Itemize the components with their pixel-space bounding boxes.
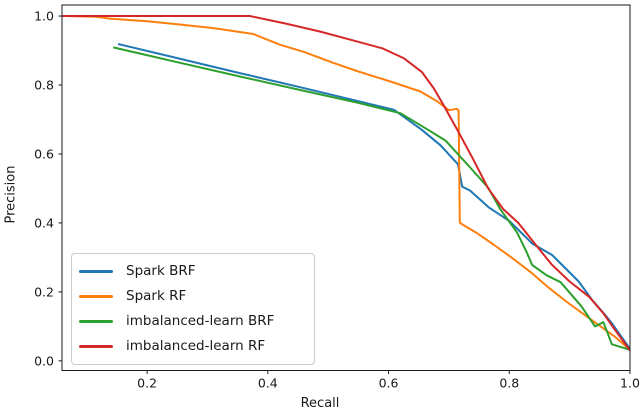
legend-label-imbalanced-learn-brf: imbalanced-learn BRF: [126, 312, 275, 329]
legend-item-spark-brf: Spark BRF: [79, 259, 306, 284]
y-tick-label: 1.0: [34, 9, 54, 24]
legend: Spark BRF Spark RF imbalanced-learn BRF …: [71, 253, 315, 365]
legend-line-spark-rf: [79, 295, 113, 298]
x-axis-label: Recall: [300, 396, 340, 411]
legend-line-imbalanced-learn-brf: [79, 320, 113, 323]
legend-item-imbalanced-learn-rf: imbalanced-learn RF: [79, 334, 306, 359]
axes-spines: [61, 4, 631, 371]
legend-label-imbalanced-learn-rf: imbalanced-learn RF: [126, 337, 266, 354]
legend-label-spark-brf: Spark BRF: [126, 262, 196, 279]
x-tick-label: 0.4: [258, 376, 278, 391]
series-line-imbalanced-learn-brf: [113, 46, 630, 351]
y-tick-label: 0.4: [34, 215, 54, 230]
series-line-spark-brf: [117, 43, 630, 350]
x-tick-label: 0.6: [379, 376, 399, 391]
legend-item-imbalanced-learn-brf: imbalanced-learn BRF: [79, 309, 306, 334]
y-tick-label: 0.6: [34, 146, 54, 161]
legend-label-spark-rf: Spark RF: [126, 287, 187, 304]
series-line-imbalanced-learn-rf: [62, 15, 630, 352]
x-tick-label: 1.0: [620, 376, 640, 391]
y-tick-label: 0.0: [34, 353, 54, 368]
x-tick-label: 0.8: [499, 376, 519, 391]
y-axis-label: Precision: [3, 165, 19, 224]
legend-line-imbalanced-learn-rf: [79, 345, 113, 348]
series-line-spark-rf: [62, 15, 630, 351]
y-tick-label: 0.2: [34, 284, 54, 299]
series-lines: [62, 15, 630, 352]
legend-item-spark-rf: Spark RF: [79, 284, 306, 309]
x-tick-label: 0.2: [137, 376, 157, 391]
legend-line-spark-brf: [79, 270, 113, 273]
y-tick-label: 0.8: [34, 77, 54, 92]
